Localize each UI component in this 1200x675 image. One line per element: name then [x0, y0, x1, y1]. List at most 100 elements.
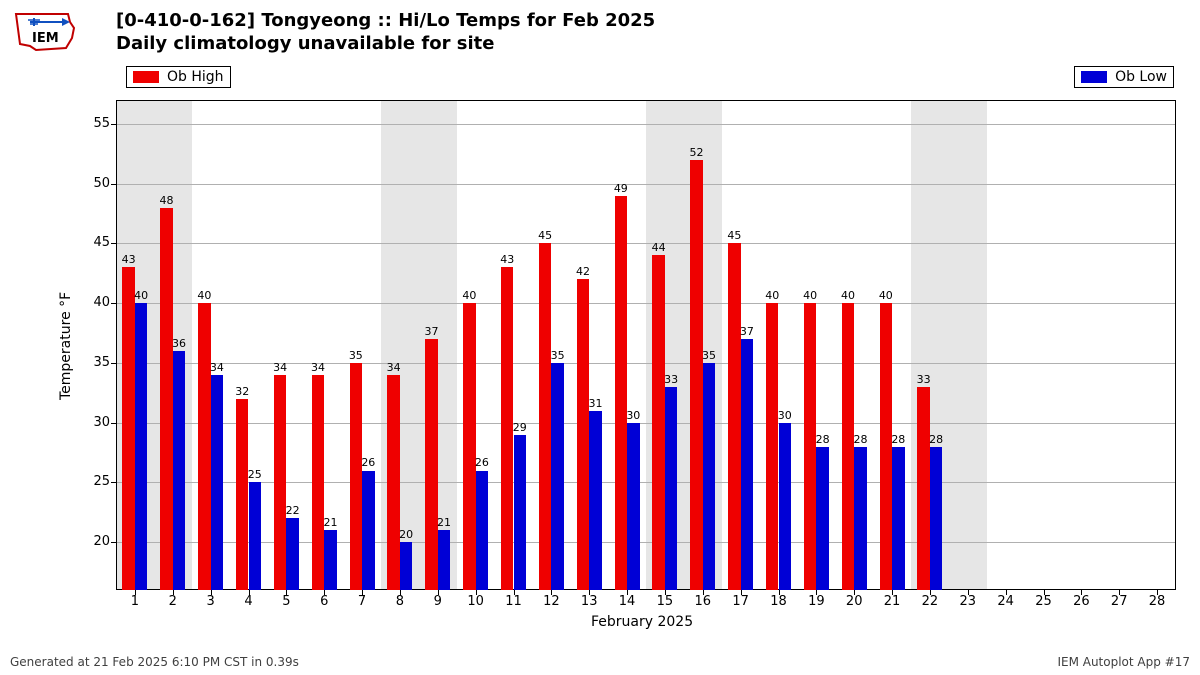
- y-tick-label: 40: [80, 295, 110, 310]
- bar-high-label: 40: [874, 289, 898, 302]
- chart-title: [0-410-0-162] Tongyeong :: Hi/Lo Temps f…: [116, 10, 655, 55]
- x-tick-mark: [779, 590, 780, 595]
- bar-low-label: 22: [281, 504, 305, 517]
- bar-high-label: 45: [722, 229, 746, 242]
- x-tick-label: 15: [653, 594, 677, 609]
- bar-low-label: 21: [432, 516, 456, 529]
- x-tick-mark: [249, 590, 250, 595]
- bar-low-label: 28: [924, 433, 948, 446]
- bar-high: [842, 303, 854, 590]
- y-tick-mark: [111, 124, 116, 125]
- bar-low: [854, 447, 866, 590]
- x-tick-label: 8: [388, 594, 412, 609]
- bar-low-label: 33: [659, 373, 683, 386]
- x-tick-mark: [1157, 590, 1158, 595]
- bar-high: [122, 267, 134, 590]
- bar-high: [387, 375, 399, 590]
- y-tick-label: 45: [80, 235, 110, 250]
- bar-high-label: 37: [420, 325, 444, 338]
- bar-low: [627, 423, 639, 590]
- bar-high-label: 52: [685, 146, 709, 159]
- bar-high: [766, 303, 778, 590]
- x-tick-mark: [173, 590, 174, 595]
- x-tick-label: 12: [539, 594, 563, 609]
- bar-high-label: 49: [609, 182, 633, 195]
- footer-app: IEM Autoplot App #17: [1057, 655, 1190, 669]
- x-tick-label: 18: [767, 594, 791, 609]
- x-tick-label: 5: [274, 594, 298, 609]
- x-tick-label: 19: [804, 594, 828, 609]
- x-tick-mark: [627, 590, 628, 595]
- y-tick-label: 50: [80, 176, 110, 191]
- y-tick-label: 35: [80, 355, 110, 370]
- y-tick-label: 25: [80, 474, 110, 489]
- bar-high-label: 40: [457, 289, 481, 302]
- svg-text:IEM: IEM: [32, 31, 59, 46]
- bar-high: [425, 339, 437, 590]
- bar-low: [476, 471, 488, 591]
- x-tick-mark: [968, 590, 969, 595]
- x-tick-mark: [1081, 590, 1082, 595]
- bar-low-label: 20: [394, 528, 418, 541]
- iem-logo: IEM: [10, 8, 82, 58]
- y-tick-mark: [111, 542, 116, 543]
- bar-low: [400, 542, 412, 590]
- bar-low: [703, 363, 715, 590]
- x-tick-mark: [476, 590, 477, 595]
- bar-low-label: 36: [167, 337, 191, 350]
- x-tick-label: 20: [842, 594, 866, 609]
- x-tick-mark: [362, 590, 363, 595]
- x-tick-label: 10: [464, 594, 488, 609]
- x-tick-label: 28: [1145, 594, 1169, 609]
- bar-low: [135, 303, 147, 590]
- bar-high-label: 40: [192, 289, 216, 302]
- bar-high: [880, 303, 892, 590]
- y-axis-label: Temperature °F: [58, 292, 74, 400]
- title-line-2: Daily climatology unavailable for site: [116, 33, 655, 56]
- bar-low-label: 28: [811, 433, 835, 446]
- bar-low: [892, 447, 904, 590]
- legend-high-label: Ob High: [167, 69, 224, 85]
- bar-high-label: 34: [306, 361, 330, 374]
- x-tick-mark: [286, 590, 287, 595]
- x-tick-label: 11: [502, 594, 526, 609]
- bar-high-label: 40: [760, 289, 784, 302]
- bar-low: [665, 387, 677, 590]
- gridline: [116, 184, 1176, 185]
- bar-high-label: 34: [382, 361, 406, 374]
- x-axis-label: February 2025: [591, 614, 693, 630]
- y-tick-label: 55: [80, 116, 110, 131]
- bar-low: [211, 375, 223, 590]
- bar-high: [312, 375, 324, 590]
- x-tick-label: 13: [577, 594, 601, 609]
- x-tick-mark: [514, 590, 515, 595]
- x-tick-mark: [930, 590, 931, 595]
- bar-high-label: 40: [798, 289, 822, 302]
- x-tick-label: 21: [880, 594, 904, 609]
- bar-low-label: 29: [508, 421, 532, 434]
- bar-high: [274, 375, 286, 590]
- footer-generated: Generated at 21 Feb 2025 6:10 PM CST in …: [10, 655, 299, 669]
- bar-high: [236, 399, 248, 590]
- bar-high: [690, 160, 702, 590]
- x-tick-mark: [135, 590, 136, 595]
- x-tick-mark: [589, 590, 590, 595]
- y-tick-mark: [111, 363, 116, 364]
- x-tick-label: 25: [1032, 594, 1056, 609]
- bar-high-label: 45: [533, 229, 557, 242]
- bar-high: [652, 255, 664, 590]
- bar-low-label: 37: [735, 325, 759, 338]
- x-tick-label: 3: [199, 594, 223, 609]
- x-tick-label: 22: [918, 594, 942, 609]
- bar-low-label: 34: [205, 361, 229, 374]
- x-tick-label: 17: [729, 594, 753, 609]
- y-tick-mark: [111, 243, 116, 244]
- bar-low-label: 30: [773, 409, 797, 422]
- x-tick-mark: [1044, 590, 1045, 595]
- x-tick-mark: [892, 590, 893, 595]
- x-tick-mark: [400, 590, 401, 595]
- axis-spine: [116, 100, 1176, 101]
- chart-plot-area: [116, 100, 1176, 590]
- axis-spine: [116, 100, 117, 590]
- bar-high: [463, 303, 475, 590]
